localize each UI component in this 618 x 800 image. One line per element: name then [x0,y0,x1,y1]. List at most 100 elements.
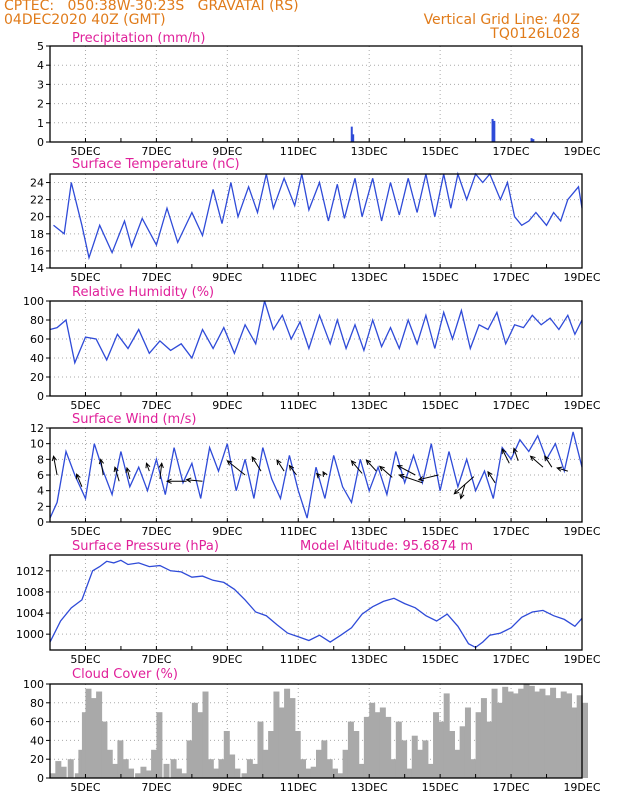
y-tick-label: 16 [30,245,44,258]
wind-arrow-head [165,478,172,484]
wind-arrow-head [459,493,465,500]
wind-arrow-head [350,460,357,466]
y-tick-label: 24 [30,177,44,190]
x-tick-label: 9DEC [212,271,242,284]
y-tick-label: 1000 [16,628,44,641]
y-tick-label: 0 [37,136,44,149]
cloud-cover-bar [268,731,275,778]
x-tick-label: 19DEC [563,525,600,538]
wind-arrow [557,467,568,472]
precip-bar [530,138,533,142]
cloud-cover-bar [582,702,588,778]
cloud-cover-bar [534,691,541,778]
cloud-cover-bar [454,749,461,778]
wind-arrow-head [398,473,405,479]
cloud-cover-bar [523,684,530,778]
x-tick-label: 11DEC [280,781,317,794]
y-tick-label: 22 [30,194,44,207]
y-tick-label: 18 [30,228,44,241]
y-tick-label: 20 [30,753,44,766]
x-tick-label: 11DEC [280,271,317,284]
y-tick-label: 2 [37,500,44,513]
wind-arrow [453,476,475,495]
cloud-cover-bar [443,693,450,778]
cloud-cover-bar [459,726,466,778]
wind-arrow-head [315,472,322,479]
cloud-cover-bar [449,731,455,778]
wind-arrow-head [251,456,257,463]
cloud-cover-bar [67,759,74,778]
cloud-cover-bar [411,735,418,778]
cloud-cover-bar [464,707,471,778]
cloud-cover-bar [342,749,349,778]
series-line [49,300,583,365]
header-line2-right: TQ0126L028 [490,26,580,42]
cloud-cover-bar [571,707,578,778]
cloud-cover-bar [433,712,440,778]
panel-title: Precipitation (mm/h) [72,31,205,46]
cloud-cover-bar [518,688,525,778]
x-tick-label: 5DEC [70,271,100,284]
x-tick-label: 19DEC [563,145,600,158]
wind-arrow [186,479,203,482]
y-tick-label: 1004 [16,607,44,620]
header-line1-right: Vertical Grid Line: 40Z [423,12,580,28]
cloud-cover-bar [101,721,108,778]
cloud-cover-bar [480,698,487,778]
y-tick-label: 2 [37,98,44,111]
x-tick-label: 13DEC [351,525,388,538]
cloud-cover-bar [170,759,177,778]
y-tick-label: 40 [30,734,44,747]
cloud-cover-bar [163,763,170,778]
wind-arrow [159,463,163,479]
x-tick-label: 15DEC [422,145,459,158]
wind-arrow [114,467,120,482]
cloud-cover-bar [475,712,482,778]
x-tick-label: 15DEC [422,781,459,794]
y-tick-label: 12 [30,422,44,435]
panel-title: Cloud Cover (%) [72,667,178,682]
wind-arrow [251,456,262,472]
cloud-cover-bar [262,749,269,778]
x-tick-label: 15DEC [422,653,459,666]
panel-frame [49,45,583,143]
cloud-cover-bar [186,740,193,778]
x-tick-label: 9DEC [212,781,242,794]
wind-arrow [365,459,377,472]
y-tick-label: 40 [30,352,44,365]
cloud-cover-bar [278,707,285,778]
cloud-cover-bar [213,768,220,778]
cloud-cover-bar [257,721,264,778]
y-tick-label: 100 [23,678,44,691]
cloud-cover-bar [96,691,103,778]
cloud-cover-bar [207,759,214,778]
wind-arrow [276,459,285,472]
wind-arrow [418,474,439,481]
wind-arrow [501,448,510,464]
wind-arrow-head [226,460,233,466]
cloud-cover-bar [218,759,225,778]
cloud-cover-bar [294,731,301,778]
cloud-cover-bar [560,691,567,778]
cloud-cover-bar [181,773,188,778]
wind-arrow [460,484,466,499]
x-tick-label: 9DEC [212,653,242,666]
x-tick-label: 7DEC [141,781,171,794]
y-tick-label: 20 [30,211,44,224]
cloud-cover-bar [55,761,62,778]
cloud-cover-bar [379,707,386,778]
series-line [49,559,583,649]
wind-arrow [544,455,553,468]
x-tick-label: 15DEC [422,399,459,412]
wind-arrow-head [185,477,192,483]
y-tick-label: 1012 [16,565,44,578]
header-line1-left: CPTEC: 050:38W-30:23S GRAVATAI (RS) [4,0,299,14]
y-tick-label: 60 [30,333,44,346]
cloud-cover-bar [491,688,498,778]
y-tick-label: 20 [30,371,44,384]
wind-arrow [379,466,393,478]
x-tick-label: 19DEC [563,399,600,412]
cloud-cover-bar [122,759,129,778]
x-tick-label: 5DEC [70,781,100,794]
